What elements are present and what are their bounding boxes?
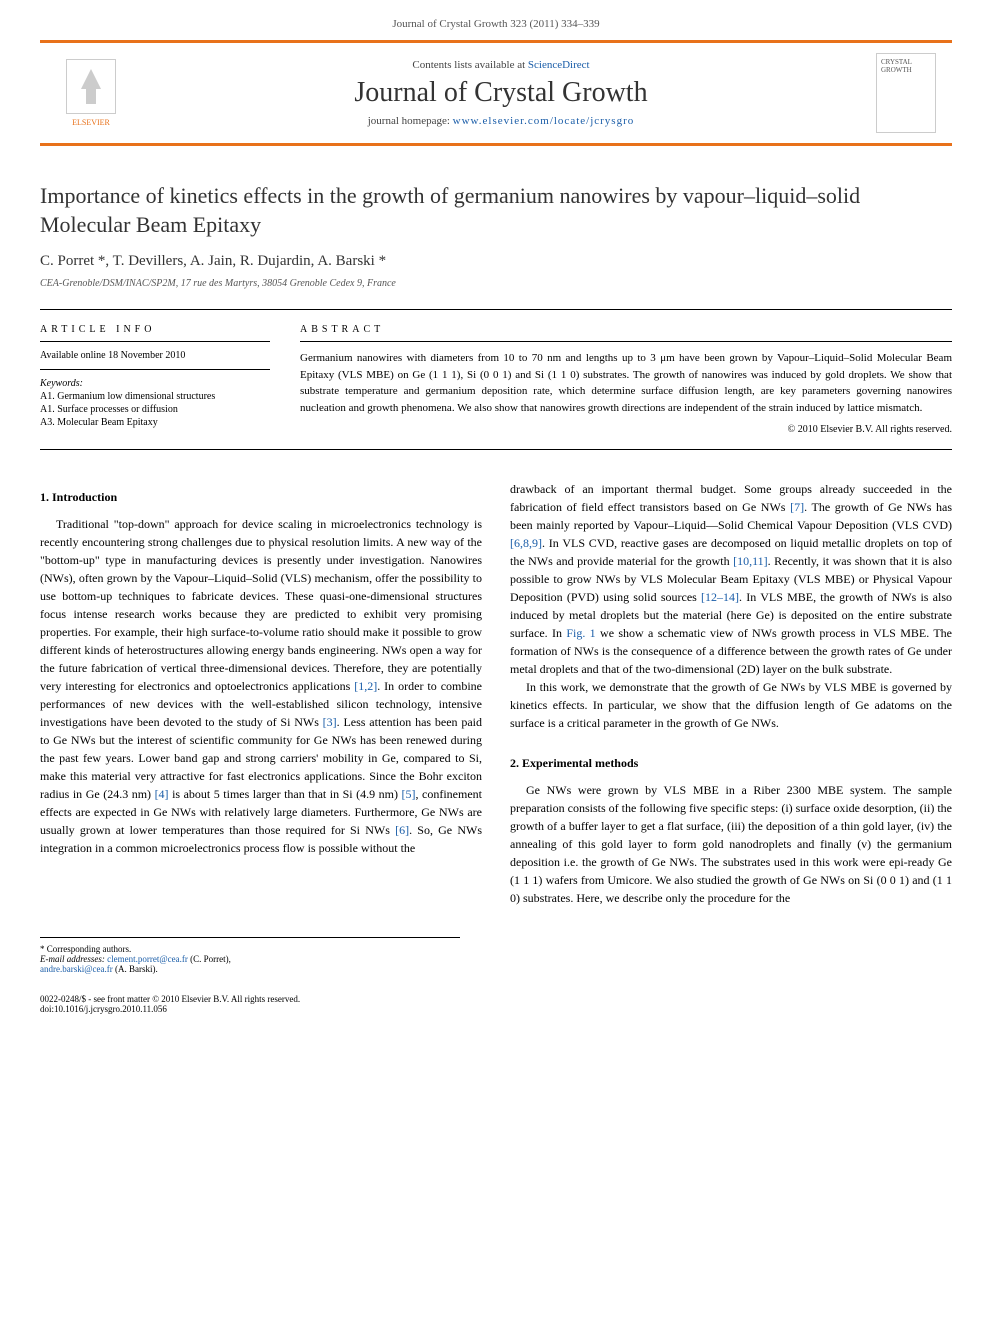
homepage-link[interactable]: www.elsevier.com/locate/jcrysgro (453, 115, 635, 127)
ref-link[interactable]: [5] (402, 787, 416, 801)
experimental-paragraph-1: Ge NWs were grown by VLS MBE in a Riber … (510, 781, 952, 907)
journal-cover-thumbnail: CRYSTAL GROWTH (876, 53, 936, 133)
email-line-2: andre.barski@cea.fr (A. Barski). (40, 964, 460, 974)
affiliation: CEA-Grenoble/DSM/INAC/SP2M, 17 rue des M… (40, 278, 952, 289)
article-info-column: ARTICLE INFO Available online 18 Novembe… (40, 324, 270, 435)
fig-link[interactable]: Fig. 1 (566, 626, 595, 640)
email-line: E-mail addresses: clement.porret@cea.fr … (40, 954, 460, 964)
publisher-name: ELSEVIER (72, 118, 110, 127)
abstract-text: Germanium nanowires with diameters from … (300, 350, 952, 416)
email-link[interactable]: andre.barski@cea.fr (40, 964, 113, 974)
abstract-column: ABSTRACT Germanium nanowires with diamet… (300, 324, 952, 435)
cover-text: CRYSTAL GROWTH (881, 58, 931, 74)
body-span: Traditional "top-down" approach for devi… (40, 517, 482, 693)
abstract-copyright: © 2010 Elsevier B.V. All rights reserved… (300, 424, 952, 435)
banner-center: Contents lists available at ScienceDirec… (126, 59, 876, 127)
info-abstract-row: ARTICLE INFO Available online 18 Novembe… (40, 309, 952, 450)
body-columns: 1. Introduction Traditional "top-down" a… (40, 480, 952, 907)
doi-line: doi:10.1016/j.jcrysgro.2010.11.056 (40, 1004, 460, 1014)
journal-citation: Journal of Crystal Growth 323 (2011) 334… (0, 0, 992, 40)
intro-paragraph-3: In this work, we demonstrate that the gr… (510, 678, 952, 732)
keyword-item: A3. Molecular Beam Epitaxy (40, 417, 270, 428)
left-column: 1. Introduction Traditional "top-down" a… (40, 480, 482, 907)
ref-link[interactable]: [7] (790, 500, 804, 514)
contents-lists-line: Contents lists available at ScienceDirec… (126, 59, 876, 71)
email-link[interactable]: clement.porret@cea.fr (107, 954, 188, 964)
corresponding-footer: * Corresponding authors. E-mail addresse… (40, 937, 460, 974)
ref-link[interactable]: [4] (155, 787, 169, 801)
intro-paragraph-2: drawback of an important thermal budget.… (510, 480, 952, 678)
journal-name: Journal of Crystal Growth (126, 77, 876, 109)
email-who: (A. Barski). (113, 964, 158, 974)
homepage-prefix: journal homepage: (368, 115, 453, 127)
sciencedirect-link[interactable]: ScienceDirect (528, 59, 590, 71)
ref-link[interactable]: [10,11] (733, 554, 768, 568)
right-column: drawback of an important thermal budget.… (510, 480, 952, 907)
abstract-heading: ABSTRACT (300, 324, 952, 342)
publisher-logo: ELSEVIER (56, 53, 126, 133)
doi-footer: 0022-0248/$ - see front matter © 2010 El… (40, 994, 460, 1014)
journal-banner: ELSEVIER Contents lists available at Sci… (40, 40, 952, 146)
article-info-heading: ARTICLE INFO (40, 324, 270, 342)
author-list: C. Porret *, T. Devillers, A. Jain, R. D… (40, 253, 952, 270)
body-span: is about 5 times larger than that in Si … (169, 787, 402, 801)
ref-link[interactable]: [6,8,9] (510, 536, 542, 550)
article-title: Importance of kinetics effects in the gr… (40, 182, 952, 239)
corr-author-note: * Corresponding authors. (40, 944, 460, 954)
email-label: E-mail addresses: (40, 954, 107, 964)
elsevier-tree-icon (66, 59, 116, 114)
ref-link[interactable]: [6] (395, 823, 409, 837)
experimental-heading: 2. Experimental methods (510, 756, 952, 771)
email-who: (C. Porret), (188, 954, 231, 964)
homepage-line: journal homepage: www.elsevier.com/locat… (126, 115, 876, 127)
intro-heading: 1. Introduction (40, 490, 482, 505)
intro-paragraph-1: Traditional "top-down" approach for devi… (40, 515, 482, 857)
available-online: Available online 18 November 2010 (40, 350, 270, 370)
keywords-label: Keywords: (40, 378, 270, 389)
keyword-item: A1. Surface processes or diffusion (40, 404, 270, 415)
ref-link[interactable]: [12–14] (701, 590, 739, 604)
ref-link[interactable]: [3] (323, 715, 337, 729)
keyword-item: A1. Germanium low dimensional structures (40, 391, 270, 402)
contents-prefix: Contents lists available at (412, 59, 527, 71)
issn-line: 0022-0248/$ - see front matter © 2010 El… (40, 994, 460, 1004)
ref-link[interactable]: [1,2] (354, 679, 377, 693)
